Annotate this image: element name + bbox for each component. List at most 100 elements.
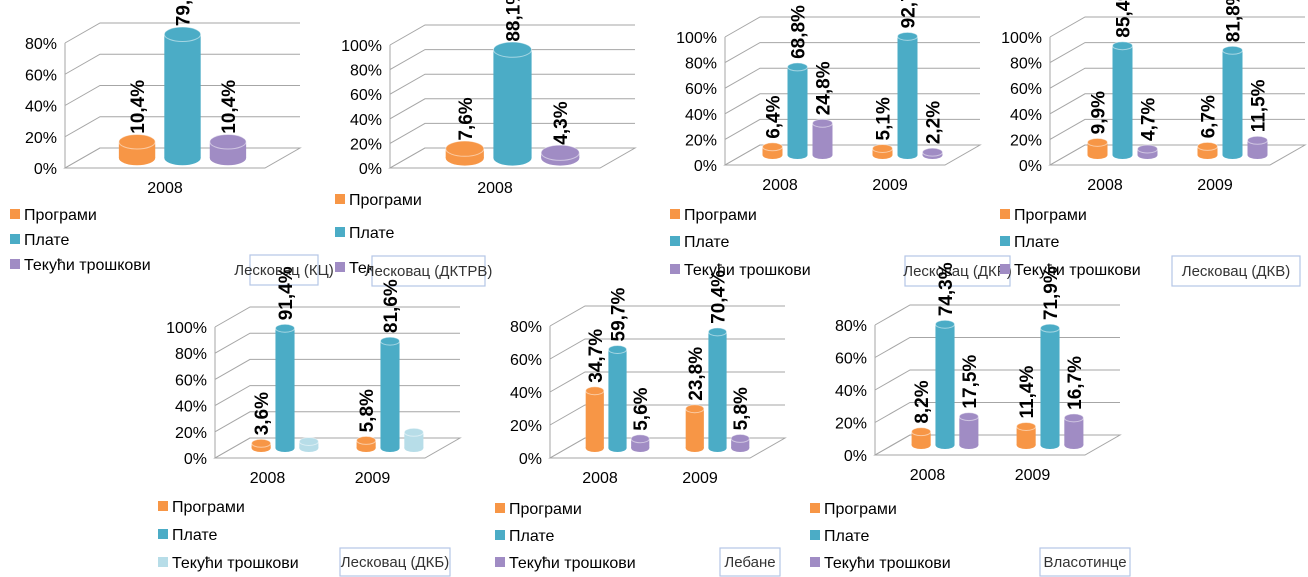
data-label: 68,8% (789, 5, 810, 59)
bar (812, 118, 833, 159)
legend-label: Текући трошкови (1014, 262, 1141, 279)
legend-swatch (10, 209, 20, 219)
bar-body (585, 390, 604, 448)
bar-top (934, 319, 956, 329)
bar-top (685, 404, 705, 414)
bar-top (787, 62, 808, 72)
bar-top (1087, 137, 1108, 147)
bar-top (379, 336, 401, 346)
bar-body (275, 328, 295, 448)
bar (585, 386, 605, 452)
bar (1112, 41, 1133, 159)
grid-line (214, 306, 460, 328)
bar-top (607, 344, 628, 354)
legend-label: Плате (509, 528, 555, 545)
y-tick-label: 100% (1001, 30, 1042, 47)
bar (730, 433, 750, 452)
bar (274, 323, 296, 452)
bar-top (730, 433, 750, 443)
y-tick-label: 0% (34, 161, 57, 178)
legend-label: Програми (684, 207, 757, 224)
bar (492, 41, 533, 166)
data-label: 24,8% (814, 61, 835, 115)
grid-line (724, 67, 980, 89)
bar (298, 436, 319, 452)
data-label: 9,9% (1089, 91, 1110, 134)
name-box (371, 255, 486, 287)
data-label: 8,2% (912, 380, 933, 423)
bar-top (585, 386, 605, 396)
data-label: 81,8% (1224, 0, 1245, 42)
legend-label: Плате (24, 232, 70, 249)
data-label: 23,8% (686, 347, 707, 401)
bar (540, 144, 580, 166)
grid-line (214, 358, 460, 380)
bar (1039, 323, 1061, 449)
name-box (1039, 547, 1131, 577)
legend-swatch (1000, 209, 1010, 219)
bar (1137, 144, 1158, 159)
data-label: 3,6% (252, 392, 273, 435)
data-label: 71,9% (1041, 266, 1062, 320)
bar-top (1016, 421, 1037, 431)
name-box (1171, 255, 1301, 287)
chart: 0% 20% 40% 60% 80% 2008 10,4% 79,2% 10,4% Програм… (10, 0, 334, 286)
bar (872, 143, 893, 159)
y-tick-label: 20% (510, 418, 542, 435)
bar-body (493, 49, 532, 158)
data-label: 74,3% (936, 262, 957, 316)
bar-top (298, 436, 319, 446)
bar-top (958, 412, 979, 422)
bar-top (1112, 41, 1133, 51)
chart-name: Лесковац (ДКБ) (341, 554, 449, 571)
data-label: 11,5% (1249, 79, 1270, 132)
bar (1197, 141, 1218, 159)
name-box (904, 255, 1011, 287)
bar-top (812, 118, 833, 128)
bar-body (959, 416, 979, 445)
data-label: 11,4% (1017, 366, 1038, 419)
bar-body (897, 36, 918, 155)
y-tick-label: 60% (175, 372, 207, 389)
y-tick-label: 60% (510, 352, 542, 369)
x-tick-label: 2008 (477, 180, 513, 197)
data-label: 88,1% (504, 0, 525, 42)
chart: 0% 20% 40% 60% 80% 100% 2008 2009 9,9% 6,7% 85,4% 8… (1000, 0, 1307, 287)
grid-line (724, 42, 980, 64)
legend-swatch (158, 501, 168, 511)
bar-body (608, 349, 627, 448)
bar-top (209, 133, 247, 150)
y-tick-label: 100% (166, 320, 207, 337)
bar (911, 427, 932, 449)
grid-line (389, 73, 635, 95)
grid-line (874, 337, 1120, 358)
legend-label: Текући трошкови (684, 262, 811, 279)
x-tick-label: 2009 (682, 470, 718, 487)
bar-top (911, 427, 932, 437)
bar (934, 319, 956, 449)
bar-top (1247, 135, 1268, 145)
y-tick-label: 80% (175, 346, 207, 363)
bar-body (935, 324, 955, 445)
bar (209, 133, 247, 166)
y-tick-label: 40% (835, 383, 867, 400)
x-tick-label: 2008 (910, 467, 946, 484)
legend-label: Плате (824, 528, 870, 545)
bar-top (403, 427, 424, 437)
grid-line (724, 16, 980, 38)
y-tick-label: 40% (175, 399, 207, 416)
y-tick-label: 0% (844, 448, 867, 465)
data-label: 70,4% (709, 270, 730, 324)
legend-label: Програми (172, 499, 245, 516)
bar (251, 438, 272, 452)
bar-top (1197, 141, 1218, 151)
y-tick-label: 80% (350, 63, 382, 80)
y-tick-label: 40% (25, 99, 57, 116)
bar-top (163, 26, 202, 43)
legend-label: Текући трошкови (509, 555, 636, 572)
y-tick-label: 40% (1010, 107, 1042, 124)
y-tick-label: 60% (685, 81, 717, 98)
y-tick-label: 80% (510, 319, 542, 336)
x-tick-label: 2008 (250, 470, 286, 487)
chart-name: Лесковац (ДКВ) (1182, 263, 1291, 280)
